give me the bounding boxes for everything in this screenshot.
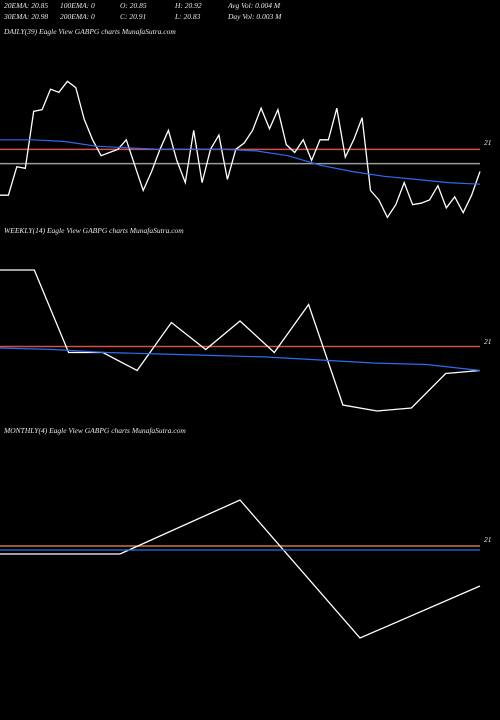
- y-tick-label: 21: [484, 337, 492, 346]
- stat-label: 30EMA: 20.98: [3, 12, 48, 21]
- stat-label: 20EMA: 20.85: [4, 1, 48, 10]
- stat-label: Avg Vol: 0.004 M: [227, 1, 281, 10]
- panel-title: MONTHLY(4) Eagle View GABPG charts Munaf…: [3, 426, 186, 435]
- y-tick-label: 21: [484, 138, 492, 147]
- y-tick-label: 21: [484, 535, 492, 544]
- stat-label: O: 20.85: [120, 1, 147, 10]
- stat-label: Day Vol: 0.003 M: [227, 12, 282, 21]
- price-line: [0, 269, 481, 412]
- stat-label: C: 20.91: [120, 12, 146, 21]
- ema-line: [0, 139, 481, 185]
- stat-label: 100EMA: 0: [60, 1, 95, 10]
- ema-line: [0, 347, 481, 372]
- panel-title: DAILY(39) Eagle View GABPG charts Munafa…: [3, 27, 176, 36]
- stat-label: L: 20.83: [174, 12, 201, 21]
- price-line: [0, 80, 481, 219]
- panel-title: WEEKLY(14) Eagle View GABPG charts Munaf…: [4, 226, 184, 235]
- stat-label: H: 20.92: [174, 1, 202, 10]
- price-line: [0, 499, 481, 639]
- stat-label: 200EMA: 0: [60, 12, 95, 21]
